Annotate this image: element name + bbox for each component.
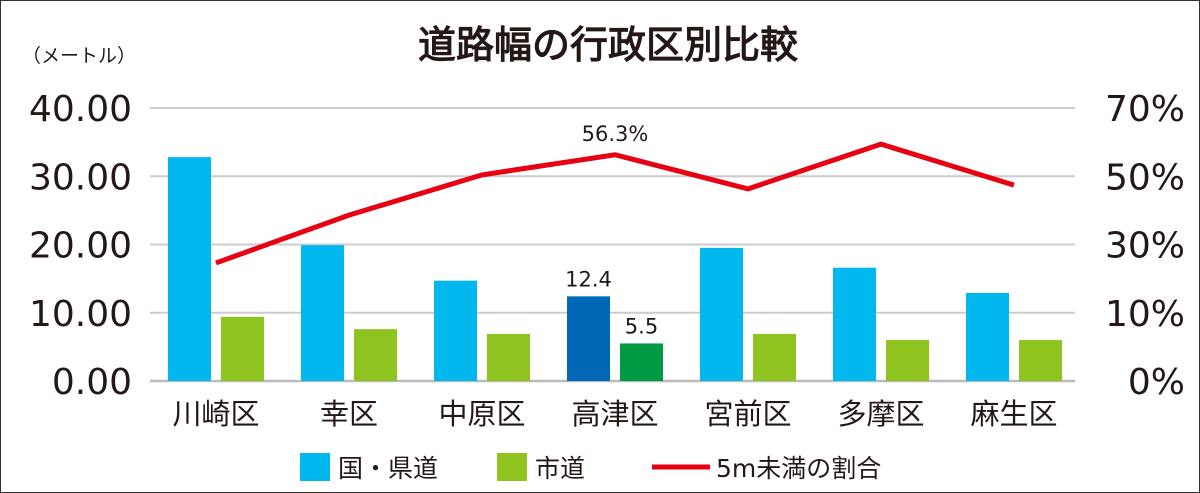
y2-tick-label: 30%: [1105, 226, 1185, 267]
bar-city: [620, 343, 663, 381]
x-tick-label: 高津区: [571, 397, 658, 431]
y-tick-label: 30.00: [29, 157, 132, 198]
bar-city: [1019, 340, 1062, 381]
x-tick-label: 川崎区: [172, 397, 259, 431]
y-tick-label: 20.00: [29, 226, 132, 267]
line-series-under-5m: [215, 141, 1015, 266]
data-label: 12.4: [565, 267, 612, 291]
data-label: 5.5: [625, 314, 658, 338]
bar-city: [487, 333, 530, 381]
bar-city: [753, 333, 796, 381]
bar-national-prefectural: [833, 267, 876, 381]
legend-swatch: [300, 453, 330, 481]
x-tick-label: 多摩区: [837, 397, 924, 431]
bar-national-prefectural: [700, 247, 743, 381]
bar-national-prefectural: [434, 280, 477, 381]
chart-title: 道路幅の行政区別比較: [418, 23, 799, 67]
legend-swatch: [497, 453, 527, 481]
y-axis-label: （メートル）: [22, 45, 136, 67]
y-tick-label: 10.00: [29, 294, 132, 335]
y-tick-label: 0.00: [52, 362, 132, 403]
y-tick-label: 40.00: [29, 89, 132, 130]
x-tick-label: 麻生区: [970, 397, 1057, 431]
bar-national-prefectural: [168, 157, 211, 381]
x-tick-label: 宮前区: [704, 397, 791, 431]
bar-national-prefectural: [966, 292, 1009, 381]
y2-tick-label: 50%: [1105, 157, 1185, 198]
legend-label: 市道: [535, 454, 585, 483]
bar-city: [886, 340, 929, 381]
bar-city: [221, 316, 264, 381]
legend-label: 5m未満の割合: [716, 454, 881, 483]
bar-national-prefectural: [567, 296, 610, 381]
x-tick-label: 中原区: [438, 397, 525, 431]
y2-tick-label: 70%: [1105, 89, 1185, 130]
data-label: 56.3%: [582, 122, 649, 146]
bar-national-prefectural: [301, 245, 344, 381]
x-tick-label: 幸区: [320, 397, 378, 431]
legend-label: 国・県道: [338, 454, 438, 483]
bar-city: [354, 329, 397, 381]
y2-tick-label: 0%: [1128, 362, 1185, 403]
y2-tick-label: 10%: [1105, 294, 1185, 335]
